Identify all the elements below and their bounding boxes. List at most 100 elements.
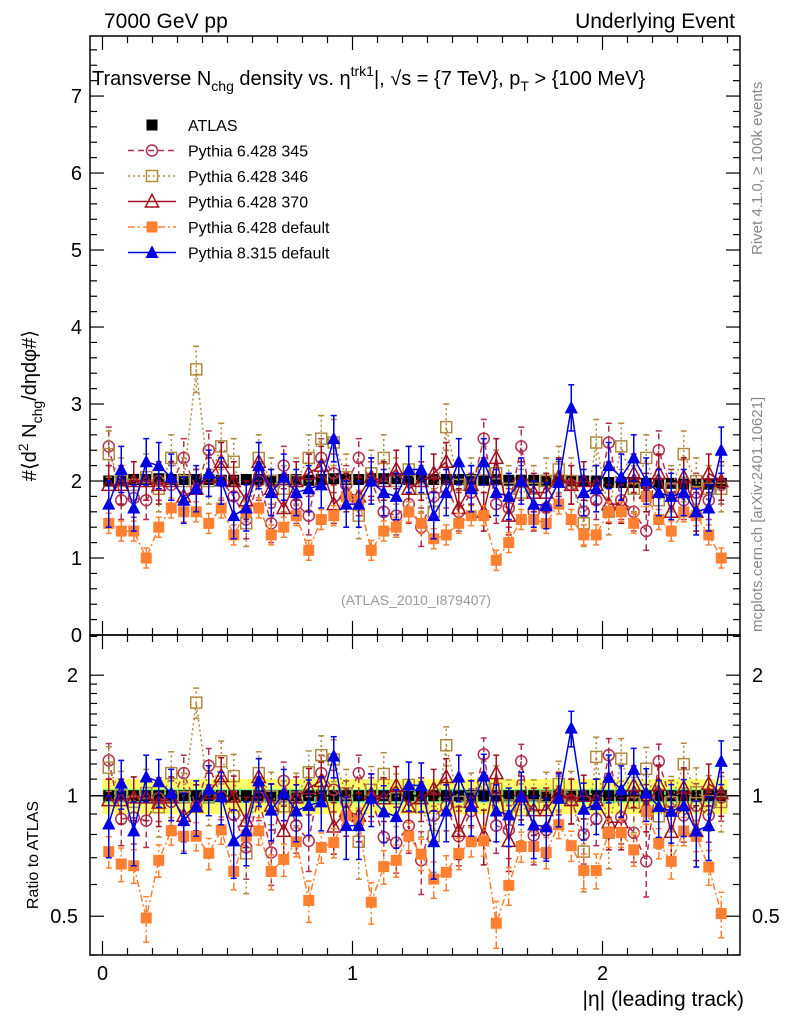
marker-triangle	[364, 473, 378, 487]
marker-triangle	[502, 489, 516, 502]
legend-label: ATLAS	[188, 118, 238, 135]
marker-open-square	[440, 738, 453, 752]
marker-square	[115, 858, 127, 870]
marker-square	[565, 514, 577, 526]
marker-open-triangle	[450, 822, 467, 838]
marker-triangle	[677, 485, 691, 499]
marker-triangle	[264, 485, 278, 499]
marker-open-circle	[352, 766, 365, 780]
marker-open-triangle	[438, 768, 455, 784]
legend-item: ATLAS	[146, 118, 238, 135]
marker-triangle	[514, 789, 528, 803]
marker-open-circle	[640, 855, 653, 868]
marker-open-triangle	[225, 787, 242, 803]
marker-square	[703, 529, 715, 541]
marker-square	[403, 830, 415, 842]
marker-open-triangle	[138, 788, 155, 804]
marker-square	[453, 517, 465, 529]
marker-square	[140, 552, 152, 564]
marker-triangle	[227, 508, 241, 522]
plot-title: Transverse Nchg density vs. ηtrk1|, √s =…	[92, 63, 645, 94]
marker-triangle	[452, 769, 466, 783]
marker-triangle	[152, 458, 166, 472]
marker-square	[565, 840, 577, 852]
marker-square	[578, 529, 590, 541]
legend-item: Pythia 6.428 default	[128, 220, 330, 237]
marker-triangle	[452, 454, 466, 468]
marker-triangle	[389, 489, 403, 502]
ylabel-part: #⟨d	[19, 451, 41, 481]
marker-triangle	[414, 462, 428, 475]
marker-triangle	[377, 804, 391, 818]
marker-open-square	[590, 750, 603, 764]
marker-open-triangle	[425, 464, 442, 480]
marker-triangle	[314, 477, 328, 491]
legend: ATLAS Pythia 6.428 345 Pythia 6.428 346 Pyt…	[128, 118, 330, 263]
marker-square	[703, 861, 715, 873]
marker-triangle	[389, 809, 403, 823]
marker-square	[303, 544, 315, 556]
y-tick-label: 7	[71, 86, 82, 108]
main-plot-marks	[100, 345, 730, 572]
marker-triangle	[102, 496, 116, 510]
marker-square	[628, 844, 640, 856]
marker-open-triangle	[563, 476, 580, 492]
marker-open-triangle	[700, 464, 717, 480]
marker-square	[365, 896, 377, 908]
marker-square	[615, 506, 627, 518]
marker-triangle	[277, 785, 291, 799]
legend-label: Pythia 6.428 345	[188, 144, 308, 161]
marker-square	[115, 525, 127, 537]
marker-triangle	[439, 485, 453, 499]
ratio-y-axis-label: Ratio to ATLAS	[25, 801, 42, 909]
marker-triangle	[402, 777, 416, 791]
marker-square	[590, 865, 602, 877]
marker-square	[715, 908, 727, 920]
marker-triangle	[152, 774, 166, 788]
marker-square	[240, 473, 252, 485]
marker-square	[665, 855, 677, 867]
marker-triangle	[439, 803, 453, 817]
marker-square	[278, 521, 290, 533]
marker-square	[515, 841, 527, 853]
marker-open-square	[440, 420, 453, 434]
marker-square	[153, 854, 165, 866]
marker-triangle	[527, 817, 541, 831]
marker-triangle	[614, 782, 628, 796]
marker-square	[590, 529, 602, 541]
marker-triangle	[477, 768, 491, 782]
marker-triangle	[252, 773, 266, 787]
marker-triangle	[527, 496, 541, 510]
marker-triangle	[264, 802, 278, 816]
ratio-tick-label-right: 0.5	[752, 906, 780, 928]
marker-square	[478, 835, 490, 847]
marker-triangle	[652, 799, 666, 813]
marker-square	[146, 221, 158, 233]
marker-open-triangle	[563, 791, 580, 807]
marker-square	[440, 866, 452, 878]
marker-open-circle	[515, 755, 528, 768]
marker-open-triangle	[138, 472, 155, 488]
marker-square	[490, 917, 502, 929]
axes-ticks: 0 1 2 0 1 2 3 4 5 6 7 0.5 0.5 1 1 2 2	[50, 36, 780, 985]
x-tick-label: 0	[97, 963, 108, 985]
marker-triangle	[327, 748, 341, 762]
marker-triangle	[514, 473, 528, 487]
marker-square	[653, 837, 665, 849]
marker-square	[628, 517, 640, 529]
marker-open-triangle	[438, 452, 455, 469]
marker-triangle	[627, 762, 641, 776]
marker-triangle	[302, 481, 316, 495]
marker-open-triangle	[275, 499, 292, 515]
marker-triangle	[352, 818, 366, 832]
marker-triangle	[614, 470, 628, 483]
marker-triangle	[164, 470, 178, 483]
marker-triangle	[145, 245, 159, 258]
legend-label: Pythia 8.315 default	[188, 246, 330, 263]
marker-square	[265, 865, 277, 877]
marker-triangle	[589, 481, 603, 495]
marker-open-square	[615, 440, 628, 453]
legend-label: Pythia 6.428 370	[188, 195, 308, 212]
marker-square	[415, 517, 427, 529]
